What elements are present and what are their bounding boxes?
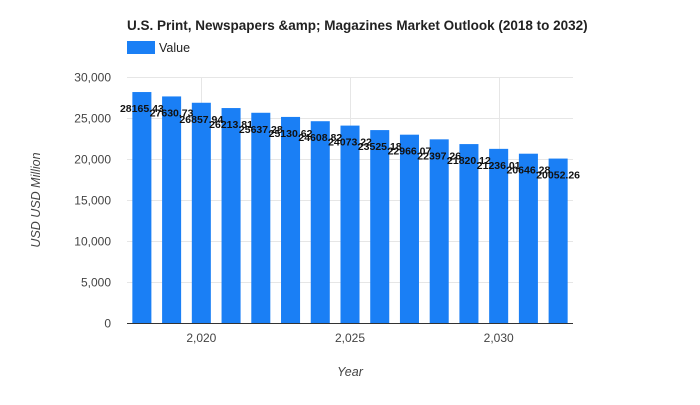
x-axis-ticks: 2,020 2,025 2,030 xyxy=(186,331,514,345)
data-label: 20052.26 xyxy=(536,170,580,182)
data-labels: 28165.4327630.7326857.9426213.8125637.28… xyxy=(120,103,580,182)
y-tick-label: 15,000 xyxy=(74,194,111,208)
data-label: 22966.07 xyxy=(388,146,432,158)
data-label: 24608.82 xyxy=(298,132,342,144)
chart-title: U.S. Print, Newspapers &amp; Magazines M… xyxy=(127,18,588,33)
bar xyxy=(459,144,479,323)
data-label: 25637.28 xyxy=(239,124,283,136)
bars xyxy=(132,92,568,324)
y-axis-ticks: 0 5,000 10,000 15,000 20,000 25,000 30,000 xyxy=(74,71,111,331)
legend-swatch xyxy=(127,41,155,54)
x-axis-title: Year xyxy=(337,365,364,379)
bar xyxy=(370,130,390,323)
data-label: 26857.94 xyxy=(179,114,223,126)
y-axis-title: USD USD Million xyxy=(29,152,43,247)
bar xyxy=(281,116,301,324)
y-tick-label: 30,000 xyxy=(74,71,111,85)
data-label: 25130.62 xyxy=(269,128,313,140)
x-tick-label: 2,020 xyxy=(186,331,216,345)
y-tick-label: 0 xyxy=(104,317,111,331)
data-label: 21236.01 xyxy=(477,160,521,172)
data-label: 24073.22 xyxy=(328,137,372,149)
data-label: 27630.73 xyxy=(150,107,194,119)
bar xyxy=(162,96,182,324)
bar xyxy=(548,158,568,323)
data-label: 22397.26 xyxy=(417,150,461,162)
data-label: 21820.12 xyxy=(447,155,491,167)
x-tick-label: 2,030 xyxy=(484,331,514,345)
legend-label: Value xyxy=(159,41,190,55)
data-label: 20646.28 xyxy=(507,165,551,177)
bar xyxy=(399,134,419,323)
bar xyxy=(221,108,241,323)
y-tick-label: 5,000 xyxy=(81,276,111,290)
bar xyxy=(310,121,330,324)
data-label: 26213.81 xyxy=(209,119,253,131)
y-tick-label: 25,000 xyxy=(74,112,111,126)
x-tick-label: 2,025 xyxy=(335,331,365,345)
bar xyxy=(518,153,538,323)
bar xyxy=(340,125,360,323)
bar xyxy=(251,112,271,324)
bar xyxy=(191,102,211,323)
data-label: 28165.43 xyxy=(120,103,164,115)
bar xyxy=(132,92,152,323)
y-tick-label: 20,000 xyxy=(74,153,111,167)
bar xyxy=(489,148,509,323)
y-tick-label: 10,000 xyxy=(74,235,111,249)
data-label: 23525.18 xyxy=(358,141,402,153)
bar xyxy=(429,139,449,323)
